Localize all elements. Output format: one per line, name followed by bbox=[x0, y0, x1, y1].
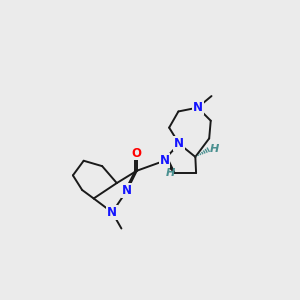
Text: N: N bbox=[107, 206, 117, 219]
Text: N: N bbox=[193, 101, 202, 114]
Text: N: N bbox=[122, 184, 132, 197]
Text: N: N bbox=[160, 154, 170, 167]
Text: O: O bbox=[132, 146, 142, 160]
Text: N: N bbox=[174, 137, 184, 150]
Text: H: H bbox=[166, 168, 175, 178]
Text: H: H bbox=[210, 144, 219, 154]
Polygon shape bbox=[163, 159, 175, 173]
